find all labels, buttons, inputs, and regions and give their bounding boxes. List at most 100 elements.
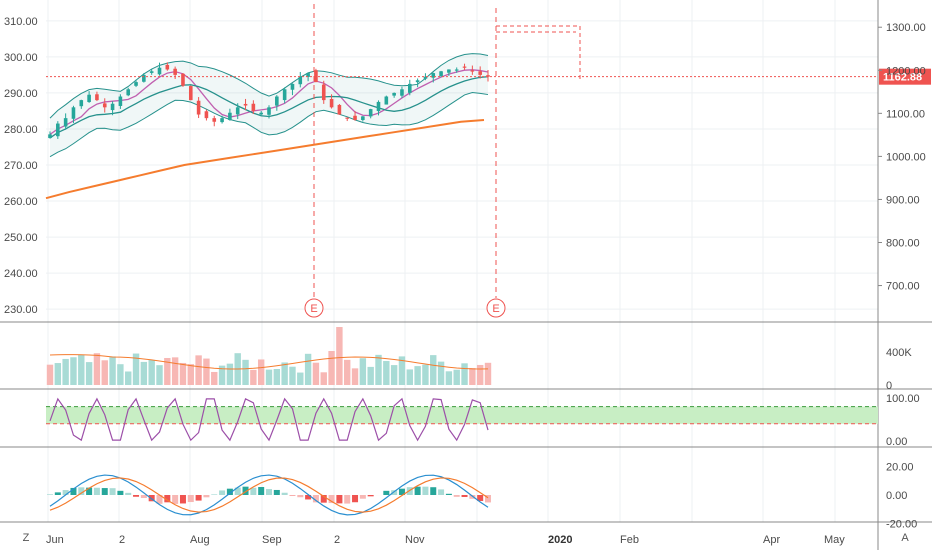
candle-body [400,89,404,96]
sma200-line [45,118,485,200]
macd-histogram-bar [312,495,319,503]
macd-histogram-bar [398,488,405,495]
candle-body [63,118,68,127]
volume-bar [226,363,234,385]
candle-body [110,103,115,111]
macd-histogram-bar [203,495,210,498]
macd-histogram-bar [164,495,171,503]
macd-histogram-bar [250,487,257,495]
volume-bar [179,362,187,385]
left-axis-tick: 250.00 [4,232,38,244]
macd-histogram-bar [383,490,390,495]
candle-body [251,103,256,111]
left-axis-tick: 270.00 [4,160,38,172]
bollinger-band-fill [50,53,488,157]
auto-scale-button[interactable]: A [901,532,909,544]
volume-bar [304,353,312,385]
macd-histogram-bar [367,495,374,497]
macd-histogram-bar [62,490,69,495]
candle-body [447,69,451,73]
volume-bar [257,359,265,385]
candle-body [361,116,365,120]
time-axis-label: Sep [262,534,282,546]
candle-body [165,64,170,70]
macd-histogram-bar [187,495,194,503]
macd-histogram-bar [445,493,452,495]
volume-bar [476,364,484,385]
earnings-marker-label: E [310,303,317,315]
candle-body [142,74,146,82]
candle-body [329,98,334,108]
candle-body [470,70,475,72]
candle-body [134,82,138,86]
volume-bar [117,364,124,385]
time-axis-label: 2020 [548,534,572,546]
macd-histogram-bar [179,495,186,504]
macd-histogram-bar [54,492,61,495]
macd-histogram-bar [430,487,437,495]
macd-histogram-bar [359,495,366,499]
macd-line [49,474,489,516]
right-axis-tick: 1200.00 [886,65,926,77]
volume-bar [422,364,429,385]
volume-bar [62,358,69,385]
candle-body [439,71,443,77]
right-axis-tick: 1000.00 [886,151,926,163]
candle-body [392,92,396,96]
volume-bar [93,353,101,385]
macd-histogram-bar [219,490,226,495]
volume-bar [273,368,281,385]
macd-histogram-bar [133,495,140,497]
volume-bar [46,364,54,385]
oscillator-axis-tick: 100.00 [886,393,920,405]
macd-axis-tick: -20.00 [886,519,917,531]
candle-body [275,96,279,106]
volume-bar [328,351,335,385]
candle-body [454,69,459,71]
candle-body [87,94,91,103]
volume-bar [54,363,62,385]
volume-bar [437,361,445,385]
volume-bar [218,365,226,385]
candle-body [259,112,263,115]
earnings-marker-label: E [492,303,499,315]
left-axis-tick: 290.00 [4,88,38,100]
candle-body [48,134,52,139]
volume-bar [203,358,210,385]
macd-histogram-bar [391,490,398,495]
volume-bar [187,364,194,385]
candle-body [337,104,342,115]
candle-body [228,112,232,121]
right-axis-tick: 1100.00 [886,108,925,120]
candle-body [56,123,60,137]
macd-histogram-bar [266,489,272,495]
candle-body [243,103,248,106]
left-axis-tick: 230.00 [4,304,38,316]
volume-panel: 400K 0 [46,327,912,392]
candle-body [384,96,389,105]
macd-histogram-bar [461,495,468,497]
candle-body [321,84,326,101]
volume-ma-line [49,354,489,370]
grid [46,0,878,522]
macd-histogram-bar [78,487,85,495]
volume-bar [132,353,140,385]
candle-body [71,107,76,119]
candle-body [157,67,162,75]
macd-histogram-bar [226,488,233,495]
volume-axis-tick: 0 [886,380,892,392]
volume-bar [453,369,460,385]
macd-histogram-bar [305,495,312,500]
candle-body [188,86,193,101]
zoom-button[interactable]: Z [22,532,30,544]
candle-body [79,100,84,107]
left-axis-tick: 280.00 [4,124,38,136]
macd-histogram-bar [336,495,343,504]
candle-body [314,70,318,83]
macd-histogram-bar [281,492,288,495]
volume-axis-tick: 400K [886,347,912,359]
candle-body [306,73,310,77]
volume-bar [461,363,468,385]
volume-bar [164,357,171,385]
